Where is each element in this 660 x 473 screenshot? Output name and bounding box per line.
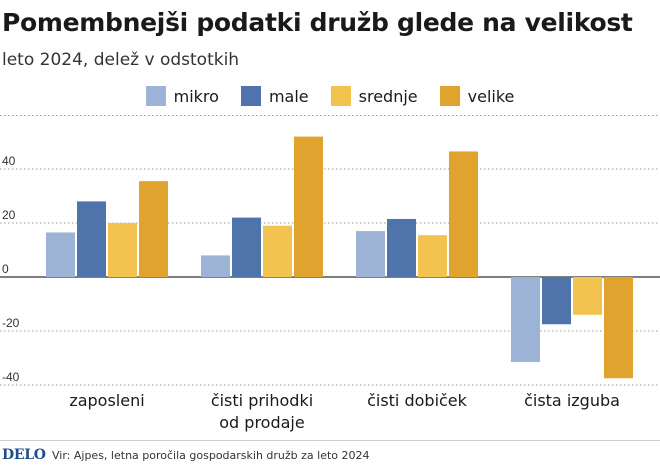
- legend-item-srednje: srednje: [330, 86, 418, 106]
- legend-swatch-srednje: [330, 86, 351, 106]
- x-category-label: čista izguba: [524, 391, 620, 410]
- bar-velike-3: [449, 151, 478, 277]
- legend-label-male: male: [268, 86, 309, 106]
- legend-label-mikro: mikro: [173, 86, 219, 106]
- bar-mikro-4: [511, 277, 540, 363]
- x-category-label: čisti prihodki: [211, 391, 313, 410]
- legend-label-srednje: srednje: [358, 86, 418, 106]
- legend-swatch-velike: [439, 86, 460, 106]
- bar-velike-1: [139, 181, 168, 277]
- bar-male-4: [542, 277, 571, 325]
- bar-velike-2: [294, 136, 323, 277]
- bar-male-1: [77, 201, 106, 277]
- source-note: Vir: Ajpes, letna poročila gospodarskih …: [52, 449, 370, 462]
- y-tick-label: -20: [2, 316, 20, 330]
- legend-label-velike: velike: [467, 86, 515, 106]
- bar-mikro-2: [201, 255, 230, 277]
- x-category-label: od prodaje: [219, 413, 304, 432]
- bar-srednje-1: [108, 223, 137, 277]
- legend-item-mikro: mikro: [145, 86, 219, 106]
- x-category-label: čisti dobiček: [367, 391, 468, 410]
- legend-item-velike: velike: [439, 86, 515, 106]
- footer: DELO Vir: Ajpes, letna poročila gospodar…: [0, 440, 660, 473]
- bar-mikro-3: [356, 231, 385, 277]
- bar-srednje-2: [263, 225, 292, 277]
- y-tick-label: 0: [2, 262, 9, 276]
- y-tick-label: 40: [2, 154, 16, 168]
- bar-srednje-4: [573, 277, 602, 315]
- bar-chart: -40 -20 0 20 40 zaposleni čisti prihodki od pro…: [0, 115, 660, 432]
- bar-male-2: [232, 217, 261, 277]
- y-tick-label: 20: [2, 208, 16, 222]
- brand-logo: DELO: [2, 447, 46, 463]
- y-tick-label: -40: [2, 370, 20, 384]
- bar-velike-4: [604, 277, 633, 379]
- bar-male-3: [387, 218, 416, 277]
- chart-subtitle: leto 2024, delež v odstotkih: [2, 50, 240, 70]
- legend: mikro male srednje velike: [0, 86, 660, 106]
- bar-srednje-3: [418, 235, 447, 277]
- chart-title: Pomembnejši podatki družb glede na velik…: [2, 8, 633, 37]
- bar-mikro-1: [46, 232, 75, 277]
- x-category-label: zaposleni: [69, 391, 144, 410]
- legend-swatch-male: [240, 86, 261, 106]
- legend-swatch-mikro: [145, 86, 166, 106]
- legend-item-male: male: [240, 86, 309, 106]
